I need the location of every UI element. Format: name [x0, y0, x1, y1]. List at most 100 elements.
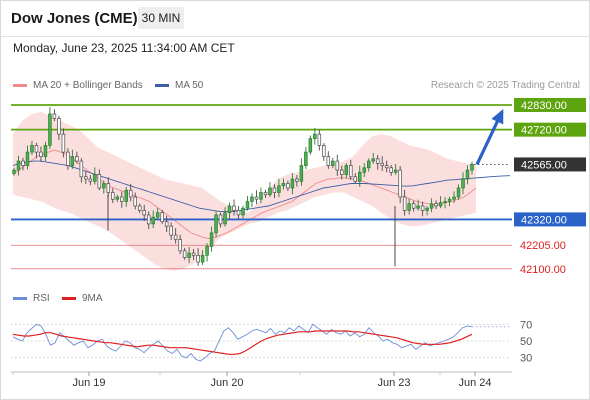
- candle-body: [308, 138, 313, 153]
- candle: [187, 247, 191, 264]
- candle-body: [34, 145, 39, 153]
- research-credit: Research © 2025 Trading Central: [430, 80, 580, 91]
- candle-body: [371, 158, 375, 162]
- candle: [308, 135, 313, 155]
- candle-body: [357, 171, 362, 182]
- candle-body: [438, 202, 443, 207]
- candle: [461, 172, 465, 195]
- candle: [111, 188, 115, 204]
- candle-body: [366, 160, 371, 169]
- candle-body: [160, 212, 164, 223]
- rsi-swatch: [13, 296, 27, 300]
- candle-body: [57, 118, 61, 135]
- support-label: 42100.00: [520, 264, 566, 276]
- candle: [259, 187, 263, 204]
- candle-body: [362, 167, 366, 173]
- candle-body: [164, 221, 169, 227]
- candle: [465, 165, 470, 185]
- candle-body: [12, 169, 16, 174]
- candle: [452, 191, 456, 204]
- candle-body: [25, 151, 30, 166]
- candlestick-layer: [12, 107, 474, 267]
- pivot-label: 42320.00: [521, 214, 567, 226]
- candle-body: [322, 145, 326, 157]
- rsi-tick-label: 70: [520, 319, 532, 331]
- candle-body: [295, 178, 299, 182]
- candle-body: [137, 205, 142, 211]
- candle-body: [16, 160, 21, 171]
- candle-body: [241, 207, 245, 216]
- candle: [384, 160, 389, 173]
- candle: [241, 205, 245, 219]
- candle-body: [223, 212, 227, 225]
- candle-body: [245, 201, 250, 209]
- candle-body: [200, 254, 205, 263]
- legend-ma50: MA 50: [155, 80, 203, 92]
- candle-body: [205, 245, 209, 256]
- candle: [182, 247, 187, 260]
- support-label: 42205.00: [520, 240, 566, 252]
- candle-body: [447, 198, 452, 202]
- candle: [128, 183, 133, 202]
- candle-body: [268, 187, 272, 196]
- candle: [52, 109, 57, 122]
- candle: [142, 204, 146, 221]
- candle-body: [411, 203, 416, 209]
- candle: [357, 165, 362, 187]
- candle-body: [102, 183, 106, 189]
- candle-body: [470, 164, 474, 171]
- candle: [317, 129, 322, 151]
- candle: [88, 174, 93, 186]
- candle: [286, 180, 290, 191]
- candle-body: [272, 187, 277, 193]
- candle: [232, 199, 236, 216]
- candle: [245, 195, 250, 211]
- candle-body: [349, 165, 353, 178]
- candle-body: [425, 207, 429, 211]
- candle: [389, 164, 393, 176]
- timeframe-selector[interactable]: 30 MIN: [138, 7, 184, 29]
- candle: [21, 157, 25, 171]
- candle: [178, 234, 182, 254]
- candle-body: [79, 160, 84, 178]
- candle: [456, 184, 461, 200]
- chart-datetime: Monday, June 23, 2025 11:34:00 AM CET: [13, 41, 235, 55]
- candle: [93, 167, 97, 185]
- ma50-swatch: [155, 83, 169, 87]
- forecast-arrowhead: [491, 109, 504, 125]
- candle: [344, 163, 349, 179]
- candle-body: [30, 145, 34, 153]
- candle-body: [169, 225, 173, 236]
- candle-body: [232, 205, 236, 211]
- current-price-tag: [514, 157, 586, 172]
- candle: [120, 191, 124, 208]
- candle-body: [465, 169, 470, 180]
- candle-body: [452, 196, 456, 200]
- legend-ma20: MA 20 + Bollinger Bands: [13, 80, 143, 92]
- candle-body: [259, 192, 263, 200]
- candle-body: [277, 185, 281, 193]
- candle: [205, 243, 209, 262]
- pivot-tag: [514, 212, 586, 227]
- candle: [164, 215, 169, 232]
- candle: [380, 156, 384, 171]
- rsi-tick-label: 30: [520, 353, 532, 365]
- candle-body: [191, 252, 196, 256]
- legend-rsi: RSI: [13, 293, 50, 305]
- candle-body: [151, 216, 155, 225]
- candle-body: [331, 160, 335, 166]
- candle: [39, 146, 43, 162]
- candle-body: [173, 234, 178, 240]
- candle-body: [209, 232, 214, 247]
- candle-body: [21, 160, 25, 166]
- candle-body: [443, 201, 447, 203]
- candle: [218, 212, 223, 228]
- candle-body: [88, 178, 93, 182]
- candle-body: [48, 113, 52, 146]
- candle-body: [124, 189, 129, 202]
- candle: [263, 189, 268, 198]
- candle: [434, 200, 438, 210]
- candle-body: [75, 156, 79, 162]
- candle-body: [182, 250, 187, 258]
